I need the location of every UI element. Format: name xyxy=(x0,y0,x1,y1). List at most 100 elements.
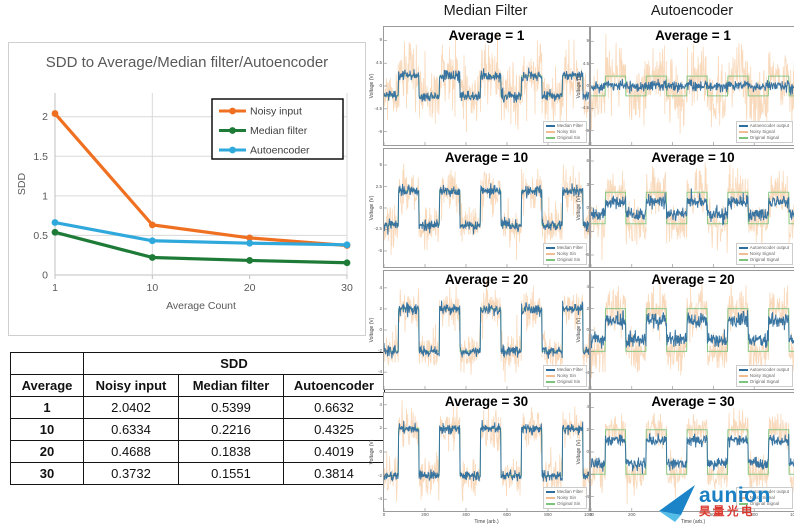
table-cell: 0.3732 xyxy=(83,462,179,485)
y-axis-label: Voltage (V) xyxy=(576,73,582,99)
legend-swatch xyxy=(545,253,555,255)
svg-text:0.5: 0.5 xyxy=(33,230,48,242)
legend-swatch xyxy=(738,247,748,249)
svg-text:Average Count: Average Count xyxy=(166,300,236,312)
subplot-title: Average = 1 xyxy=(448,28,525,43)
legend-swatch xyxy=(738,375,748,377)
signal-plot xyxy=(383,399,590,511)
legend-swatch xyxy=(738,253,748,255)
signal-plot xyxy=(590,407,794,511)
subplot-legend: Autoencoder output Noisy Signal Original S… xyxy=(735,365,793,387)
table-row: 20 0.4688 0.1838 0.4019 xyxy=(10,440,385,463)
svg-text:SDD: SDD xyxy=(16,172,28,195)
subplot-legend: Autoencoder output Noisy Signal Original S… xyxy=(735,243,793,265)
y-axis-label: Voltage (V) xyxy=(369,317,375,343)
svg-text:2: 2 xyxy=(42,111,48,123)
table-cell: 0.1838 xyxy=(178,440,284,463)
y-tick-label: 3 xyxy=(586,181,589,187)
y-tick-label: -4.5 xyxy=(374,105,382,111)
table-cell: 0.2216 xyxy=(178,418,284,441)
table-row-header: 1 xyxy=(10,396,84,419)
y-tick-label: -2 xyxy=(584,348,589,354)
legend-entry: Original Signal xyxy=(738,257,789,263)
y-axis-label: Voltage (V) xyxy=(369,73,375,99)
subplot-legend: Median Filter Noisy Sin Original Sin xyxy=(542,121,587,143)
signal-plot xyxy=(590,277,794,389)
legend-label: Noisy Signal xyxy=(749,251,775,256)
legend-entry: Median Filter xyxy=(545,367,583,373)
legend-entry: Original Signal xyxy=(738,501,789,507)
signal-plot xyxy=(590,33,794,145)
table-row-header: 10 xyxy=(10,418,84,441)
logo: aunion 昊量光电 xyxy=(656,479,794,525)
y-tick-label: -2 xyxy=(584,471,589,477)
sdd-chart-panel: SDD to Average/Median filter/Autoencoder… xyxy=(8,42,366,336)
y-tick-label: 2 xyxy=(586,305,589,311)
y-tick-label: -4 xyxy=(584,493,589,499)
y-tick-label: 4.5 xyxy=(582,60,589,66)
legend-label: Original Sin xyxy=(556,257,581,262)
table-col-header: Autoencoder xyxy=(283,374,385,397)
legend-entry: Autoencoder output xyxy=(738,245,789,251)
subplot-legend: Median Filter Noisy Sin Original Sin xyxy=(542,365,587,387)
sdd-line-chart: 0 0.5 1 1.5 2 1 10 20 30 SDD Average Count Noisy in… xyxy=(16,93,353,312)
svg-text:0: 0 xyxy=(42,270,48,282)
table-cell: 0.3814 xyxy=(283,462,385,485)
legend-entry: Noisy Signal xyxy=(738,129,789,135)
subplot-title: Average = 20 xyxy=(651,272,735,287)
table-col-header: Median filter xyxy=(178,374,284,397)
table-corner-cell xyxy=(10,352,84,375)
legend-label: Original Sin xyxy=(556,379,581,384)
legend-entry: Median Filter xyxy=(545,489,583,495)
y-tick-label: 4 xyxy=(379,401,382,407)
y-tick-label: 4 xyxy=(586,284,589,290)
subplot-median-filter-1: 9 4.5 0 -4.5 -9 Average = 1 Voltage (V) Median … xyxy=(369,26,590,146)
y-tick-label: 2 xyxy=(586,426,589,432)
table-cell: 0.1551 xyxy=(178,462,284,485)
legend-swatch xyxy=(738,381,748,383)
legend-swatch xyxy=(738,369,748,371)
x-tick-label: 400 xyxy=(462,512,470,517)
legend-label: Original Signal xyxy=(749,257,779,262)
table-row-header: 30 xyxy=(10,462,84,485)
y-axis-label: Voltage (V) xyxy=(576,195,582,221)
subplot-autoencoder-30: 4 2 0 -2 -4 Average = 30 Voltage (V) Autoencode… xyxy=(576,392,794,525)
subplot-legend: Autoencoder output Noisy Signal Original S… xyxy=(735,121,793,143)
x-axis-label: Time (arb.) xyxy=(680,519,706,525)
table-cell: 0.6632 xyxy=(283,396,385,419)
y-tick-label: -6 xyxy=(584,251,589,257)
svg-text:1: 1 xyxy=(52,282,58,294)
x-tick-label: 200 xyxy=(628,512,636,517)
svg-text:10: 10 xyxy=(146,282,158,294)
paper-plane-icon xyxy=(659,485,695,522)
legend-entry: Original Sin xyxy=(545,135,583,141)
legend-label: Original Sin xyxy=(556,501,581,506)
subplot-legend: Autoencoder output Noisy Signal Original S… xyxy=(735,487,793,509)
y-tick-label: 0 xyxy=(379,205,382,210)
logo-text: aunion 昊量光电 xyxy=(699,485,771,519)
legend-swatch xyxy=(738,491,748,493)
legend-entry: Noisy Signal xyxy=(738,373,789,379)
column-header-autoencoder: Autoencoder xyxy=(650,3,734,19)
table-row: 10 0.6334 0.2216 0.4325 xyxy=(10,418,385,441)
legend-swatch xyxy=(545,375,555,377)
legend-label: Median Filter xyxy=(556,489,583,494)
subplot-median-filter-20: 4 2 0 -2 -4 Average = 20 Voltage (V) Median Fil… xyxy=(369,270,590,390)
legend-label: Autoencoder output xyxy=(749,245,789,250)
x-tick-label: 1000 xyxy=(583,512,594,517)
legend-label: Median Filter xyxy=(556,123,583,128)
logo-subtitle: 昊量光电 xyxy=(699,506,755,519)
subplot-autoencoder-10: 6 3 0 -3 -6 Average = 10 Voltage (V) Autoencode… xyxy=(576,148,794,268)
legend-label: Original Signal xyxy=(749,379,779,384)
table-header-row: Average Noisy input Median filter Autoencod… xyxy=(10,374,385,397)
y-tick-label: -2 xyxy=(377,348,382,354)
table-cell: 0.4325 xyxy=(283,418,385,441)
legend-label: Noisy Signal xyxy=(749,373,775,378)
legend-swatch xyxy=(738,137,748,139)
legend-label: Noisy Signal xyxy=(749,129,775,134)
table-cell: 0.4688 xyxy=(83,440,179,463)
y-tick-label: -5 xyxy=(377,247,382,253)
table-col-header: Average xyxy=(10,374,84,397)
x-tick-label: 600 xyxy=(709,512,718,517)
